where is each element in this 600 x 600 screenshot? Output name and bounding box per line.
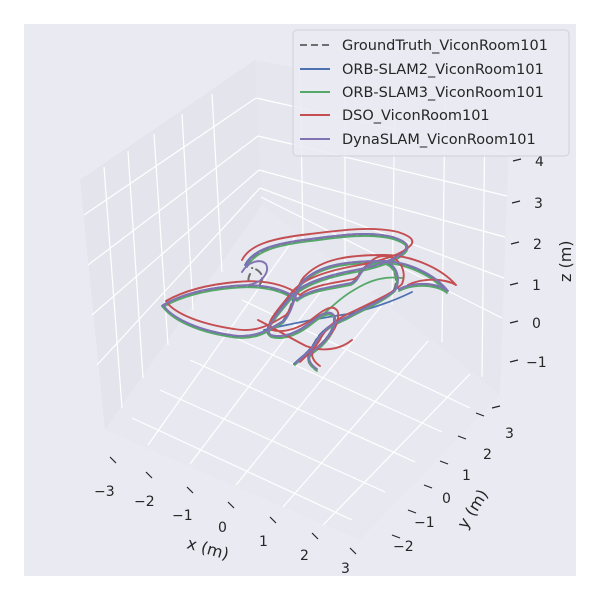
z-tick-mark bbox=[509, 359, 519, 363]
tick-marks bbox=[109, 158, 522, 555]
z-tick-mark bbox=[511, 200, 521, 204]
x-tick-mark bbox=[145, 471, 153, 479]
legend-label: ORB-SLAM2_ViconRoom101 bbox=[342, 62, 544, 78]
gridline bbox=[91, 169, 260, 316]
x-tick-label: 2 bbox=[300, 548, 309, 564]
gridline bbox=[159, 389, 386, 493]
x-tick-label: 0 bbox=[218, 520, 227, 536]
legend: GroundTruth_ViconRoom101 ORB-SLAM2_Vicon… bbox=[292, 29, 570, 157]
z-tick-label: 3 bbox=[534, 196, 543, 212]
y-tick-label: 0 bbox=[442, 491, 451, 507]
z-tick-label: 2 bbox=[533, 237, 542, 253]
trajectory-dynaslam bbox=[162, 233, 449, 370]
y-tick-mark bbox=[423, 484, 433, 489]
gridline bbox=[217, 329, 443, 433]
legend-label: DSO_ViconRoom101 bbox=[342, 108, 490, 124]
x-tick-mark bbox=[349, 547, 357, 555]
gridline bbox=[127, 150, 144, 379]
y-tick-mark bbox=[439, 460, 449, 465]
z-tick-label: 1 bbox=[532, 278, 541, 294]
x-tick-label: −2 bbox=[134, 494, 155, 510]
gridline bbox=[259, 187, 505, 279]
z-tick-label: 4 bbox=[535, 154, 544, 170]
x-tick-mark bbox=[311, 532, 319, 540]
trajectory-dso bbox=[165, 228, 457, 367]
x-tick-label: −3 bbox=[94, 484, 115, 500]
z-tick-mark bbox=[509, 282, 519, 286]
y-tick-labels: −2 −1 0 1 2 3 bbox=[393, 426, 514, 555]
y-tick-mark bbox=[491, 405, 501, 409]
gridline bbox=[189, 359, 416, 463]
y-tick-mark bbox=[475, 412, 485, 417]
x-tick-label: 1 bbox=[259, 534, 268, 550]
x-tick-mark bbox=[269, 516, 277, 524]
gridline bbox=[322, 373, 471, 526]
gridline bbox=[235, 304, 383, 486]
z-tick-label: 0 bbox=[532, 316, 541, 332]
x-tick-mark bbox=[227, 501, 235, 509]
z-tick-label: −1 bbox=[526, 355, 547, 371]
trajectory-layer bbox=[161, 228, 457, 372]
y-tick-label: −1 bbox=[414, 515, 435, 531]
gridline bbox=[189, 269, 338, 465]
z-tick-mark bbox=[510, 241, 520, 245]
gridline bbox=[83, 97, 257, 216]
y-tick-label: 1 bbox=[462, 468, 471, 484]
legend-label: DynaSLAM_ViconRoom101 bbox=[342, 132, 536, 148]
y-tick-mark bbox=[407, 509, 417, 514]
gridline bbox=[103, 166, 123, 409]
legend-label: GroundTruth_ViconRoom101 bbox=[342, 38, 548, 54]
x-tick-labels: −3 −2 −1 0 1 2 3 bbox=[94, 484, 350, 577]
gridline bbox=[211, 93, 223, 273]
gridline bbox=[131, 417, 353, 521]
z-axis-label: z (m) bbox=[556, 240, 575, 282]
x-tick-mark bbox=[109, 456, 117, 464]
gridline bbox=[258, 169, 506, 238]
x-tick-label: 3 bbox=[341, 561, 350, 577]
y-tick-mark bbox=[457, 435, 467, 440]
gridline bbox=[260, 196, 503, 319]
x-tick-mark bbox=[186, 486, 194, 494]
y-tick-mark bbox=[391, 534, 401, 539]
y-tick-label: −2 bbox=[393, 539, 414, 555]
gridline bbox=[87, 135, 259, 266]
z-tick-labels: −1 0 1 2 3 4 bbox=[526, 154, 547, 371]
x-tick-label: −1 bbox=[172, 508, 193, 524]
legend-frame bbox=[292, 29, 570, 157]
gridline bbox=[96, 187, 261, 366]
z-tick-mark bbox=[512, 158, 522, 162]
y-tick-label: 2 bbox=[483, 447, 492, 463]
left-pane bbox=[80, 60, 262, 430]
gridline bbox=[147, 236, 296, 446]
gridline bbox=[282, 340, 429, 508]
y-tick-label: 3 bbox=[505, 426, 514, 442]
legend-label: ORB-SLAM3_ViconRoom101 bbox=[342, 85, 544, 101]
z-tick-mark bbox=[509, 320, 519, 324]
